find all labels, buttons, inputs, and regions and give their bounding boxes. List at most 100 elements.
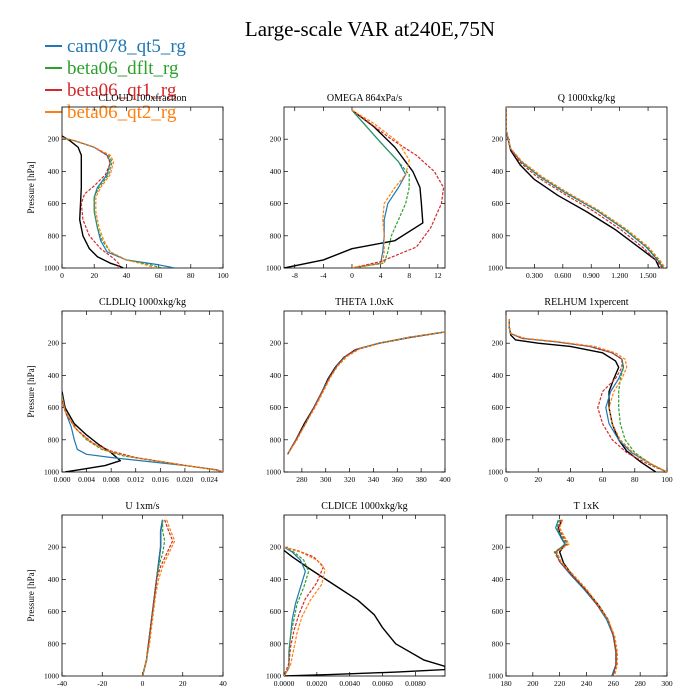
x-tick-label: 80	[631, 475, 639, 484]
x-tick-label: 300	[320, 475, 332, 484]
series-line	[506, 107, 664, 268]
series-line	[351, 109, 410, 268]
x-tick-label: 280	[635, 679, 647, 688]
series-line	[141, 519, 164, 676]
x-tick-label: 0.020	[176, 475, 193, 484]
series-line	[284, 546, 306, 676]
x-tick-label: -4	[320, 271, 326, 280]
series-line	[555, 519, 617, 676]
series-line	[287, 331, 445, 455]
series-line	[287, 331, 445, 455]
main-title: Large-scale VAR at240E,75N	[245, 17, 495, 41]
y-axis-label: Pressure [hPa]	[26, 365, 36, 417]
y-tick-label: 400	[48, 575, 60, 584]
x-tick-label: 240	[581, 679, 593, 688]
y-tick-label: 600	[492, 607, 504, 616]
y-tick-label: 600	[492, 199, 504, 208]
panel-title: CLDICE 1000xkg/kg	[321, 501, 407, 512]
plot-frame	[61, 106, 224, 269]
x-tick-label: 0	[60, 271, 64, 280]
x-tick-label: 20	[534, 475, 542, 484]
x-tick-label: 320	[344, 475, 356, 484]
series-line	[555, 519, 617, 676]
panel: OMEGA 864xPa/s 200 400 600 800 1000 -8 -4 0 4 8 12	[266, 93, 446, 280]
y-tick-label: 600	[48, 607, 60, 616]
series-line	[62, 137, 156, 268]
y-tick-label: 800	[270, 435, 282, 444]
x-tick-label: 0.300	[526, 271, 543, 280]
y-tick-label: 600	[270, 199, 282, 208]
series-line	[351, 109, 445, 268]
series-line	[286, 331, 445, 455]
y-tick-label: 800	[492, 435, 504, 444]
plot-frame	[61, 514, 224, 677]
series-line	[141, 519, 174, 676]
panel-title: RELHUM 1xpercent	[544, 297, 628, 308]
x-tick-label: 380	[416, 475, 428, 484]
plot-frame	[283, 106, 446, 269]
y-tick-label: 800	[48, 639, 60, 648]
y-tick-label: 600	[270, 403, 282, 412]
series-line	[62, 397, 223, 472]
x-tick-label: 60	[155, 271, 163, 280]
x-tick-label: 1.200	[611, 271, 628, 280]
y-tick-label: 200	[48, 135, 60, 144]
panel-title: CLOUD 100xfraction	[98, 93, 186, 104]
x-tick-label: 360	[392, 475, 404, 484]
y-tick-label: 400	[270, 371, 282, 380]
panel: THETA 1.0xK 200 400 600 800 1000 280 300 320 340 3…	[266, 297, 451, 484]
y-tick-label: 600	[270, 607, 282, 616]
x-tick-label: -20	[97, 679, 107, 688]
series-line	[284, 549, 445, 676]
y-tick-label: 1000	[488, 468, 503, 477]
panel-title: Q 1000xkg/kg	[558, 93, 616, 104]
x-tick-label: 300	[661, 679, 673, 688]
x-tick-label: 0.016	[152, 475, 169, 484]
y-tick-label: 1000	[44, 264, 59, 273]
panel-title: CLDLIQ 1000xkg/kg	[99, 297, 186, 308]
series-line	[506, 107, 665, 268]
y-tick-label: 200	[270, 339, 282, 348]
x-tick-label: 4	[379, 271, 383, 280]
y-tick-label: 1000	[44, 468, 59, 477]
x-tick-label: 40	[123, 271, 131, 280]
y-tick-label: 600	[48, 199, 60, 208]
y-tick-label: 200	[48, 339, 60, 348]
y-tick-label: 400	[492, 371, 504, 380]
y-tick-label: 400	[492, 167, 504, 176]
x-tick-label: -8	[292, 271, 298, 280]
x-tick-label: 80	[187, 271, 195, 280]
y-tick-label: 1000	[266, 468, 281, 477]
x-tick-label: 280	[296, 475, 308, 484]
y-axis-label: Pressure [hPa]	[26, 161, 36, 213]
y-tick-label: 400	[48, 371, 60, 380]
x-tick-label: 20	[90, 271, 98, 280]
series-line	[284, 109, 424, 268]
x-tick-label: 0.0000	[274, 679, 295, 688]
series-line	[553, 519, 617, 676]
panel: Q 1000xkg/kg 200 400 600 800 1000 0.300 0.600 0.…	[488, 93, 668, 280]
x-tick-label: 20	[179, 679, 187, 688]
x-tick-label: 0.012	[127, 475, 144, 484]
y-tick-label: 1000	[266, 264, 281, 273]
y-tick-label: 800	[48, 435, 60, 444]
series-line	[506, 107, 666, 268]
y-tick-label: 1000	[266, 672, 281, 681]
series-line	[557, 519, 617, 676]
series-line	[506, 107, 661, 268]
series-line	[351, 109, 407, 268]
series-line	[284, 546, 326, 676]
y-tick-label: 800	[270, 231, 282, 240]
x-tick-label: 400	[439, 475, 451, 484]
series-line	[287, 331, 445, 455]
series-line	[141, 519, 176, 676]
x-tick-label: 0.008	[103, 475, 120, 484]
y-tick-label: 800	[492, 639, 504, 648]
plot-frame	[505, 106, 668, 269]
legend-entry: beta06_qt1_rg	[67, 80, 177, 101]
x-tick-label: 340	[368, 475, 380, 484]
x-tick-label: 100	[661, 475, 673, 484]
